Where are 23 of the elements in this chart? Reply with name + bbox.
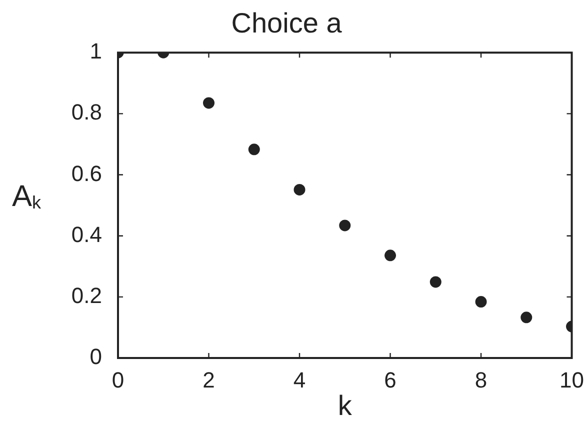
y-tick-label: 0.2	[71, 282, 102, 308]
y-tick-label: 0.4	[71, 222, 102, 247]
x-tick-label: 6	[384, 367, 396, 392]
point	[294, 184, 306, 196]
y-axis-title: A$_{k}$	[12, 180, 42, 214]
x-tick-label: 2	[202, 367, 215, 392]
point	[384, 250, 396, 262]
x-tick-label: 4	[293, 367, 306, 392]
point	[339, 220, 351, 232]
x-tick-label: 8	[474, 367, 488, 392]
point	[430, 276, 442, 288]
chart-title: Choice a	[231, 8, 342, 39]
point	[248, 144, 260, 156]
y-tick-label: 0.6	[71, 160, 102, 186]
x-tick-label: 0	[112, 367, 124, 392]
y-tick-label: 0	[90, 344, 102, 370]
point	[203, 97, 215, 109]
y-tick-label: 0.8	[71, 100, 102, 125]
x-tick-label: 10	[560, 367, 584, 392]
x-axis-title: k	[338, 390, 353, 421]
y-tick-label: 1	[90, 38, 102, 64]
point	[520, 312, 532, 324]
point	[475, 296, 487, 308]
